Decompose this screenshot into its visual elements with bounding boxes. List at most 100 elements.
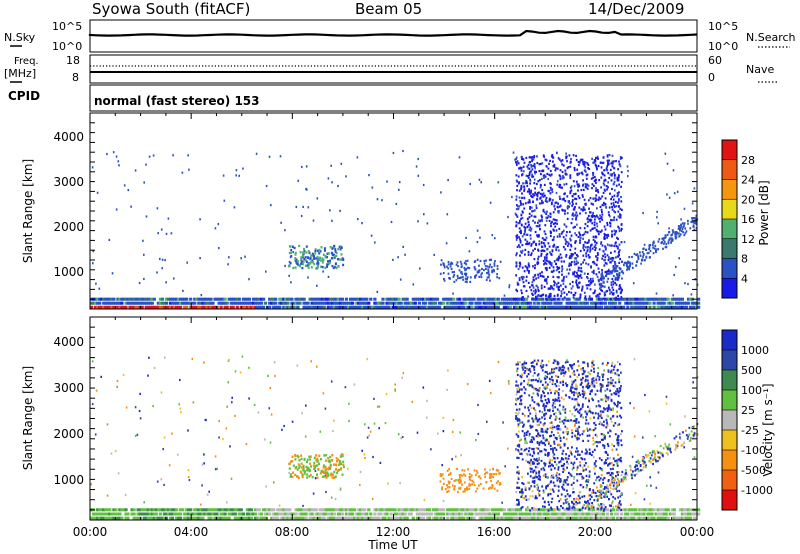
data-cell	[545, 305, 549, 309]
data-cell	[592, 197, 595, 200]
data-cell	[168, 512, 173, 516]
data-cell	[557, 211, 560, 214]
data-cell	[330, 301, 334, 305]
data-cell	[496, 516, 500, 520]
data-cell	[168, 301, 173, 305]
data-cell	[590, 177, 593, 180]
data-cell	[349, 305, 353, 309]
data-cell	[504, 301, 508, 305]
data-cell	[611, 165, 614, 168]
data-cell	[486, 305, 490, 309]
data-cell	[595, 165, 598, 168]
data-cell	[567, 512, 571, 516]
data-cell	[489, 201, 492, 204]
data-cell	[618, 205, 620, 208]
data-cell	[462, 275, 464, 278]
data-cell	[515, 208, 518, 211]
data-cell	[130, 297, 134, 301]
data-cell	[487, 270, 490, 273]
data-cell	[332, 301, 336, 305]
data-cell	[551, 220, 553, 223]
data-cell	[144, 297, 148, 301]
data-cell	[528, 216, 531, 219]
data-cell	[270, 301, 274, 305]
data-cell	[450, 267, 453, 271]
data-cell	[217, 223, 220, 226]
data-cell	[397, 256, 399, 259]
data-cell	[407, 301, 411, 305]
data-cell	[553, 516, 557, 520]
data-cell	[335, 266, 338, 270]
data-cell	[225, 508, 229, 512]
data-cell	[518, 244, 520, 247]
data-cell	[640, 508, 644, 512]
data-cell	[478, 269, 481, 272]
data-cell	[211, 512, 215, 516]
data-cell	[465, 263, 468, 266]
data-cell	[431, 297, 436, 301]
data-cell	[615, 296, 617, 299]
data-cell	[549, 287, 551, 290]
data-cell	[616, 464, 619, 467]
data-cell	[446, 297, 450, 301]
data-cell	[161, 267, 163, 270]
data-cell	[488, 516, 492, 520]
data-cell	[587, 371, 590, 374]
data-cell	[235, 301, 239, 305]
data-cell	[656, 508, 660, 512]
data-cell	[544, 267, 547, 270]
data-cell	[369, 430, 372, 433]
data-cell	[558, 404, 561, 407]
data-cell	[302, 508, 306, 512]
data-cell	[524, 238, 527, 241]
data-cell	[100, 512, 104, 516]
data-cell	[544, 238, 547, 241]
data-cell	[666, 162, 669, 165]
data-cell	[591, 389, 593, 392]
data-cell	[614, 385, 616, 388]
data-cell	[554, 208, 556, 211]
data-cell	[632, 282, 635, 285]
data-cell	[579, 497, 581, 500]
data-cell	[307, 206, 310, 209]
data-cell	[367, 301, 371, 305]
data-cell	[556, 508, 559, 511]
data-cell	[543, 183, 546, 186]
data-cell	[241, 516, 245, 520]
data-cell	[611, 162, 614, 165]
data-cell	[544, 261, 546, 264]
data-cell	[274, 516, 278, 520]
data-cell	[515, 198, 518, 201]
data-cell	[571, 218, 574, 221]
data-cell	[219, 297, 223, 301]
data-cell	[353, 305, 357, 309]
data-cell	[545, 159, 548, 162]
data-cell	[253, 516, 258, 520]
data-cell	[599, 197, 602, 200]
data-cell	[179, 512, 183, 516]
data-cell	[604, 293, 607, 296]
data-cell	[316, 365, 318, 368]
data-cell	[562, 198, 565, 201]
data-cell	[179, 516, 183, 520]
data-cell	[550, 231, 552, 234]
data-cell	[205, 419, 207, 422]
data-cell	[591, 365, 593, 368]
data-cell	[652, 241, 655, 245]
data-cell	[483, 269, 485, 272]
data-cell	[615, 205, 618, 208]
data-cell	[209, 516, 213, 520]
data-cell	[550, 264, 553, 267]
data-cell	[602, 254, 604, 257]
data-cell	[626, 305, 630, 309]
data-cell	[617, 178, 620, 181]
data-cell	[365, 516, 369, 520]
data-cell	[257, 301, 262, 305]
data-cell	[591, 385, 594, 388]
data-cell	[569, 255, 571, 258]
data-cell	[532, 392, 535, 395]
data-cell	[124, 301, 128, 305]
data-cell	[219, 305, 223, 309]
data-cell	[517, 283, 520, 286]
data-cell	[600, 229, 603, 232]
